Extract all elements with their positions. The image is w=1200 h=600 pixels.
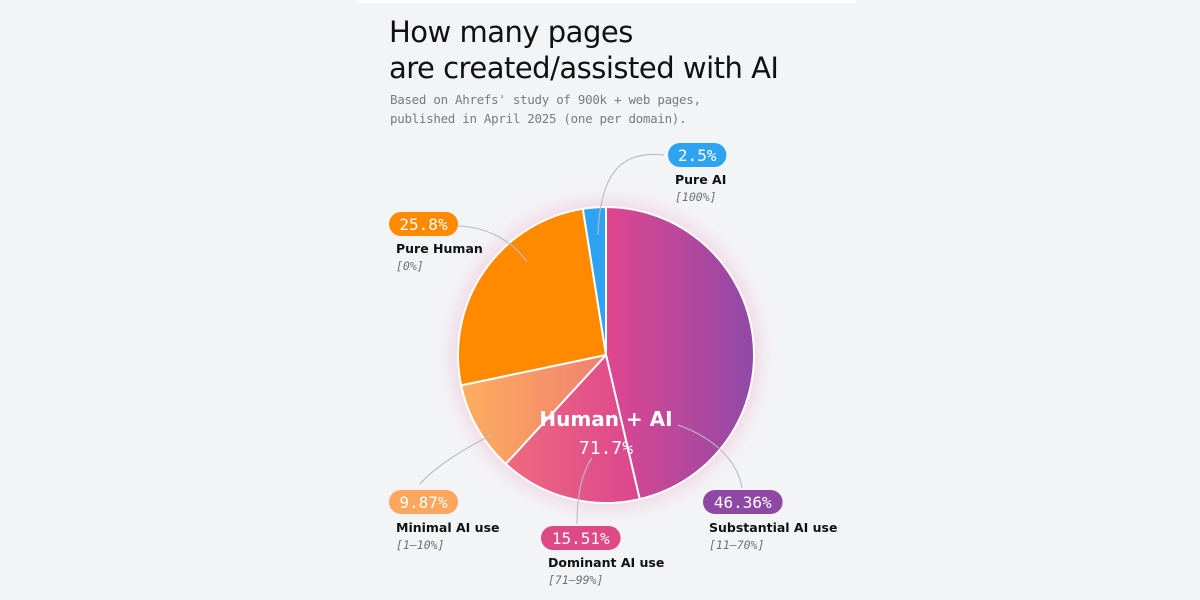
callout-line-minimal-ai-use xyxy=(419,434,493,485)
value-pill-pure-ai xyxy=(668,143,727,167)
slice-name-pure-ai: Pure AI xyxy=(675,172,726,187)
page-title: How many pages are created/assisted with… xyxy=(389,14,779,86)
subtitle-line-2: published in April 2025 (one per domain)… xyxy=(390,111,687,126)
pie-slice-substantial-ai-use xyxy=(605,206,755,501)
pie-slice-pure-ai xyxy=(581,206,607,356)
pie-slice-minimal-ai-use xyxy=(460,354,607,465)
top-strip xyxy=(357,0,855,3)
slice-name-substantial-ai-use: Substantial AI use xyxy=(709,520,837,535)
value-pill-pure-human xyxy=(389,212,458,236)
pie-slice-dominant-ai-use xyxy=(504,354,641,504)
value-pill-substantial-ai-use xyxy=(703,490,783,514)
value-label-pure-ai: 2.5% xyxy=(678,146,717,165)
value-label-minimal-ai-use: 9.87% xyxy=(399,493,448,512)
value-label-dominant-ai-use: 15.51% xyxy=(552,529,610,548)
title-line-1: How many pages xyxy=(389,15,633,49)
slice-range-pure-ai: [100%] xyxy=(675,190,717,204)
value-label-pure-human: 25.8% xyxy=(399,215,448,234)
slice-range-pure-human: [0%] xyxy=(396,259,424,273)
value-pill-minimal-ai-use xyxy=(389,490,458,514)
callout-line-dominant-ai-use xyxy=(576,457,593,525)
value-label-substantial-ai-use: 46.36% xyxy=(714,493,772,512)
value-pill-dominant-ai-use xyxy=(541,526,621,550)
page-subtitle: Based on Ahrefs' study of 900k + web pag… xyxy=(390,90,701,128)
subtitle-line-1: Based on Ahrefs' study of 900k + web pag… xyxy=(390,92,701,107)
slice-name-pure-human: Pure Human xyxy=(396,241,483,256)
slice-range-dominant-ai-use: [71–99%] xyxy=(548,573,603,587)
callout-line-pure-ai xyxy=(597,153,665,236)
center-label-title: Human + AI xyxy=(539,407,672,431)
callout-line-substantial-ai-use xyxy=(677,424,743,489)
slice-range-substantial-ai-use: [11–70%] xyxy=(709,538,764,552)
slice-name-dominant-ai-use: Dominant AI use xyxy=(548,555,664,570)
center-label-value: 71.7% xyxy=(579,438,633,459)
slice-range-minimal-ai-use: [1–10%] xyxy=(396,538,444,552)
pie-slice-pure-human xyxy=(457,207,607,387)
callout-line-pure-human xyxy=(455,225,528,263)
title-line-2: are created/assisted with AI xyxy=(389,51,779,85)
slice-name-minimal-ai-use: Minimal AI use xyxy=(396,520,500,535)
